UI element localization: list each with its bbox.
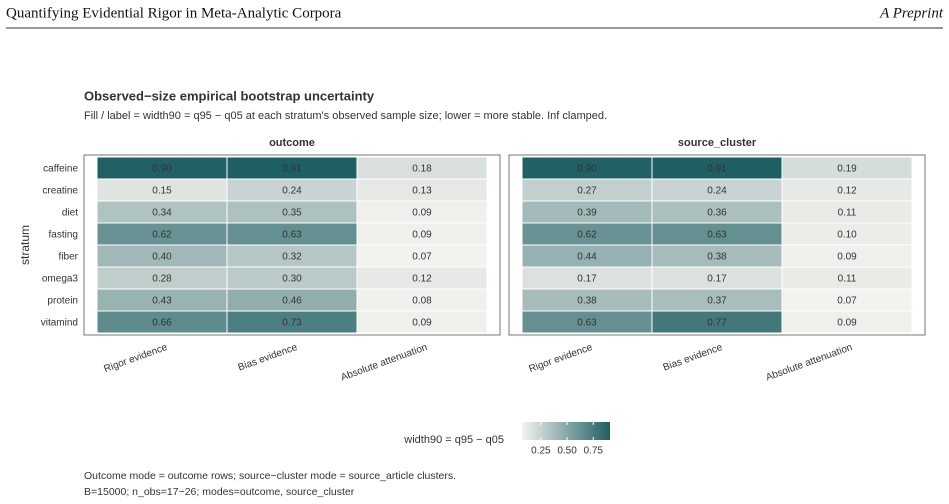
legend-tick-label: 0.25: [531, 446, 551, 457]
cell-label: 0.15: [152, 186, 172, 197]
cell-label: 0.18: [412, 164, 432, 175]
y-tick-label: caffeine: [43, 164, 78, 175]
cell-label: 0.77: [707, 318, 727, 329]
panel-strip: outcome: [269, 137, 315, 149]
chart-subtitle: Fill / label = width90 = q95 − q05 at ea…: [84, 110, 607, 122]
cell-label: 0.39: [577, 208, 597, 219]
x-tick-label: Bias evidence: [662, 342, 725, 374]
cell-label: 0.91: [282, 164, 302, 175]
x-tick-label: Rigor evidence: [527, 342, 594, 375]
panel-strip: source_cluster: [678, 137, 757, 149]
cell-label: 0.37: [707, 296, 727, 307]
caption: Outcome mode = outcome rows; source−clus…: [84, 470, 456, 482]
cell-label: 0.90: [152, 164, 172, 175]
cell-label: 0.24: [707, 186, 727, 197]
cell-label: 0.07: [412, 252, 432, 263]
cell-label: 0.09: [412, 230, 432, 241]
cell-label: 0.13: [412, 186, 432, 197]
heat-cell: [781, 310, 913, 334]
cell-label: 0.46: [282, 296, 302, 307]
colorbar: [522, 422, 610, 440]
x-tick-label: Bias evidence: [237, 342, 300, 374]
cell-label: 0.34: [152, 208, 172, 219]
cell-label: 0.43: [152, 296, 172, 307]
cell-label: 0.09: [837, 252, 857, 263]
cell-label: 0.09: [412, 318, 432, 329]
legend-tick-label: 0.75: [584, 446, 604, 457]
cell-label: 0.32: [282, 252, 302, 263]
cell-label: 0.73: [282, 318, 302, 329]
cell-label: 0.24: [282, 186, 302, 197]
cell-label: 0.07: [837, 296, 857, 307]
cell-label: 0.12: [837, 186, 857, 197]
cell-label: 0.91: [707, 164, 727, 175]
cell-label: 0.62: [152, 230, 172, 241]
cell-label: 0.44: [577, 252, 597, 263]
cell-label: 0.35: [282, 208, 302, 219]
y-tick-label: fasting: [49, 230, 78, 241]
caption: B=15000; n_obs=17−26; modes=outcome, sou…: [84, 486, 355, 498]
cell-label: 0.19: [837, 164, 857, 175]
y-axis-label: stratum: [18, 225, 32, 265]
cell-label: 0.30: [282, 274, 302, 285]
cell-label: 0.08: [412, 296, 432, 307]
y-tick-label: creatine: [42, 186, 78, 197]
y-tick-label: vitamind: [41, 318, 78, 329]
x-tick-label: Absolute attenuation: [764, 342, 853, 384]
cell-label: 0.09: [412, 208, 432, 219]
cell-label: 0.28: [152, 274, 172, 285]
x-tick-label: Rigor evidence: [102, 342, 169, 375]
cell-label: 0.17: [577, 274, 597, 285]
cell-label: 0.38: [577, 296, 597, 307]
cell-label: 0.11: [838, 274, 857, 285]
cell-label: 0.90: [577, 164, 597, 175]
cell-label: 0.40: [152, 252, 172, 263]
cell-label: 0.36: [707, 208, 727, 219]
cell-label: 0.11: [838, 208, 857, 219]
running-tag: A Preprint: [879, 5, 944, 21]
y-tick-label: diet: [62, 208, 78, 219]
y-tick-label: omega3: [42, 274, 79, 285]
heat-cell: [356, 310, 488, 334]
y-tick-label: fiber: [59, 252, 79, 263]
running-title: Quantifying Evidential Rigor in Meta-Ana…: [6, 5, 342, 21]
chart-title: Observed−size empirical bootstrap uncert…: [84, 88, 375, 103]
cell-label: 0.63: [707, 230, 727, 241]
cell-label: 0.09: [837, 318, 857, 329]
y-tick-label: protein: [47, 296, 78, 307]
legend-tick-label: 0.50: [557, 446, 577, 457]
cell-label: 0.38: [707, 252, 727, 263]
cell-label: 0.63: [577, 318, 597, 329]
cell-label: 0.27: [577, 186, 597, 197]
cell-label: 0.10: [837, 230, 857, 241]
cell-label: 0.63: [282, 230, 302, 241]
x-tick-label: Absolute attenuation: [339, 342, 428, 384]
cell-label: 0.12: [412, 274, 432, 285]
cell-label: 0.17: [707, 274, 727, 285]
cell-label: 0.62: [577, 230, 597, 241]
cell-label: 0.66: [152, 318, 172, 329]
legend-title: width90 = q95 − q05: [403, 434, 504, 446]
